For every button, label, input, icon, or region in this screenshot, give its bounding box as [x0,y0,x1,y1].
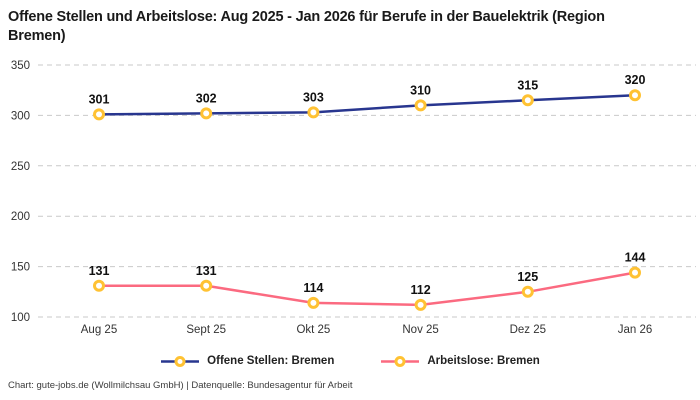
legend-item-arbeitslose[interactable]: Arbeitslose: Bremen [380,355,540,368]
data-point-label: 301 [89,93,110,107]
chart-source-credit: Chart: gute-jobs.de (Wollmilchsau GmbH) … [8,380,353,392]
data-point-label: 112 [411,283,431,297]
data-point-label: 114 [303,281,323,295]
y-tick-label: 200 [11,211,30,223]
data-point-marker [414,299,427,312]
chart-legend: Offene Stellen: Bremen Arbeitslose: Brem… [8,352,692,370]
x-tick-label: Dez 25 [510,324,546,336]
data-point-marker [414,99,427,112]
x-tick-label: Aug 25 [81,324,117,336]
legend-label-arbeitslose: Arbeitslose: Bremen [427,355,540,368]
data-point-label: 320 [625,73,646,87]
x-tick-label: Jan 26 [618,324,653,336]
data-point-label: 125 [517,270,538,284]
data-point-label: 315 [517,79,538,93]
y-tick-label: 250 [11,161,30,173]
data-point-marker [307,297,320,310]
data-point-label: 131 [89,264,110,278]
legend-label-offene-stellen: Offene Stellen: Bremen [207,355,335,368]
data-point-marker [629,266,641,279]
data-point-marker [629,89,641,102]
data-point-marker [200,280,213,293]
data-point-label: 310 [410,84,431,98]
y-tick-label: 150 [11,262,30,274]
line-chart: 100 150 200 250 300 350 Aug 25 Sept 25 Okt 25 Nov… [11,60,696,336]
data-point-label: 303 [303,91,324,105]
data-point-marker [200,107,213,120]
y-tick-label: 350 [11,60,30,72]
data-point-marker [521,94,534,107]
x-tick-label: Nov 25 [402,324,438,336]
legend-item-offene-stellen[interactable]: Offene Stellen: Bremen [160,355,334,368]
x-tick-label: Okt 25 [296,324,330,336]
legend-swatch-offene-stellen-icon [161,355,200,367]
data-point-label: 302 [196,92,217,106]
chart-title: Offene Stellen und Arbeitslose: Aug 2025… [8,9,605,45]
data-point-marker [307,106,320,119]
data-point-label: 144 [625,251,646,265]
data-point-label: 131 [196,264,217,278]
series-line [97,271,637,307]
x-tick-label: Sept 25 [186,324,226,336]
data-point-marker [521,286,534,299]
data-point-marker [93,108,105,121]
y-tick-label: 100 [11,312,30,324]
y-tick-label: 300 [11,111,30,123]
legend-swatch-arbeitslose-icon [381,355,420,367]
data-point-marker [93,280,105,293]
series-line [97,94,637,116]
